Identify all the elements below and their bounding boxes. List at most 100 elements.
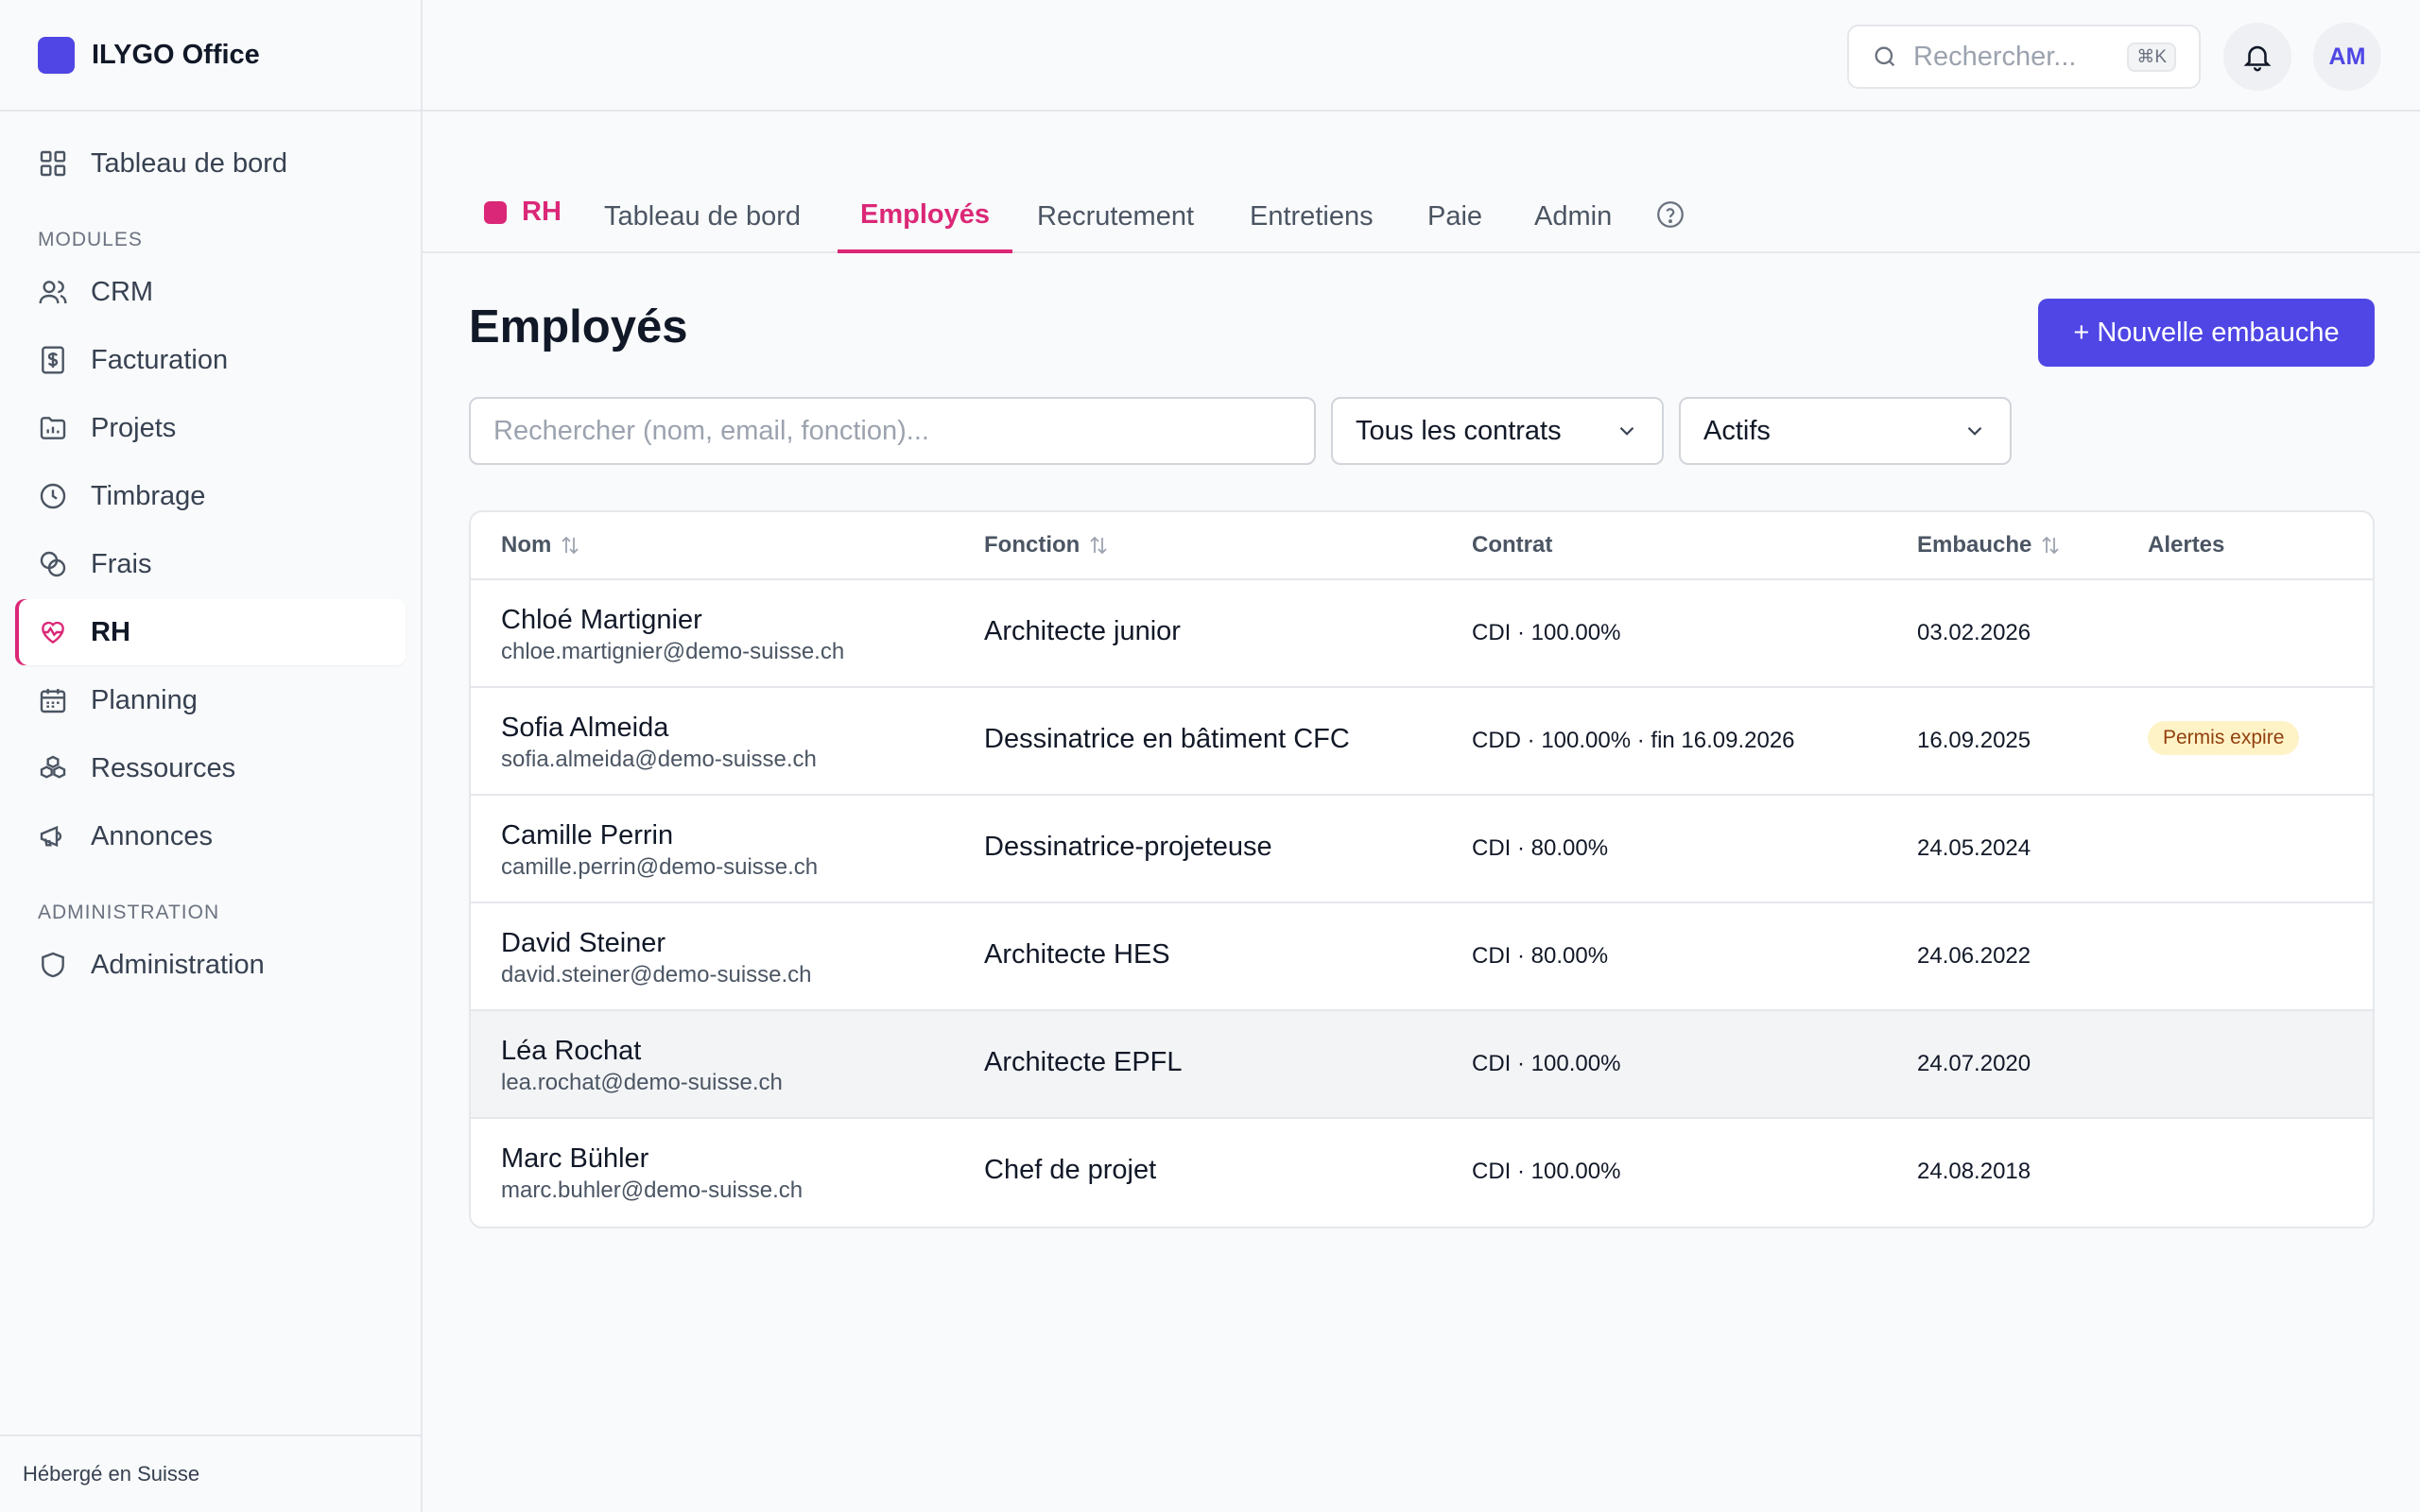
employee-function: Architecte junior bbox=[984, 616, 1181, 646]
chevron-down-icon bbox=[1967, 426, 1982, 436]
help-icon[interactable] bbox=[1654, 198, 1686, 231]
header-contract: Contrat bbox=[1472, 532, 1553, 558]
employee-contract: CDI · 100.00% bbox=[1472, 1051, 1621, 1076]
sidebar-nav: Tableau de bord MODULES CRM Facturation … bbox=[0, 112, 421, 998]
sidebar-item-rh[interactable]: RH bbox=[15, 599, 406, 665]
table-row[interactable]: Camille Perrin camille.perrin@demo-suiss… bbox=[471, 796, 2373, 903]
employee-function: Architecte EPFL bbox=[984, 1047, 1183, 1077]
brand[interactable]: ILYGO Office bbox=[0, 0, 421, 112]
employee-email: lea.rochat@demo-suisse.ch bbox=[501, 1070, 783, 1095]
header-name-label: Nom bbox=[501, 532, 552, 558]
sidebar-item-frais[interactable]: Frais bbox=[15, 531, 406, 597]
module-badge[interactable]: RH bbox=[484, 197, 562, 228]
shortcut-hint: ⌘K bbox=[2127, 42, 2176, 72]
sidebar-item-facturation[interactable]: Facturation bbox=[15, 327, 406, 393]
tab-paie[interactable]: Paie bbox=[1427, 200, 1483, 232]
tab-entretiens[interactable]: Entretiens bbox=[1250, 200, 1374, 232]
sidebar-item-annonces[interactable]: Annonces bbox=[15, 803, 406, 869]
topbar: ⌘K AM bbox=[423, 0, 2420, 112]
sidebar: ILYGO Office Tableau de bord MODULES CRM… bbox=[0, 0, 423, 1512]
invoice-icon bbox=[42, 346, 64, 374]
brand-name: ILYGO Office bbox=[92, 39, 260, 70]
header-hire[interactable]: Embauche bbox=[1917, 532, 2062, 558]
employee-name[interactable]: Marc Bühler bbox=[501, 1143, 649, 1174]
table-row[interactable]: Léa Rochat lea.rochat@demo-suisse.ch Arc… bbox=[471, 1011, 2373, 1119]
sidebar-item-ressources[interactable]: Ressources bbox=[15, 735, 406, 801]
employee-contract: CDI · 80.00% bbox=[1472, 835, 1609, 861]
header-function[interactable]: Fonction bbox=[984, 532, 1110, 558]
sidebar-item-label: Planning bbox=[91, 684, 198, 715]
sidebar-item-timbrage[interactable]: Timbrage bbox=[15, 463, 406, 529]
sidebar-item-label: Annonces bbox=[91, 820, 213, 851]
megaphone-icon bbox=[40, 825, 62, 848]
sidebar-item-label: Tableau de bord bbox=[91, 147, 287, 179]
sidebar-item-label: RH bbox=[91, 616, 130, 647]
contract-filter-value: Tous les contrats bbox=[1356, 415, 1562, 446]
employee-name[interactable]: Léa Rochat bbox=[501, 1036, 642, 1066]
employee-cell: Léa Rochat lea.rochat@demo-suisse.ch bbox=[501, 1034, 783, 1098]
dashboard-icon bbox=[40, 150, 66, 177]
employee-hire-date: 16.09.2025 bbox=[1917, 728, 2031, 753]
employee-hire-date: 24.05.2024 bbox=[1917, 835, 2031, 861]
employee-cell: David Steiner david.steiner@demo-suisse.… bbox=[501, 926, 812, 990]
module-label: RH bbox=[522, 197, 562, 227]
sort-icon bbox=[562, 536, 579, 555]
table-row[interactable]: Marc Bühler marc.buhler@demo-suisse.ch C… bbox=[471, 1119, 2373, 1227]
employee-name[interactable]: Camille Perrin bbox=[501, 820, 674, 850]
header-function-label: Fonction bbox=[984, 532, 1080, 558]
global-search-input[interactable] bbox=[1913, 41, 2121, 73]
employee-email: sofia.almeida@demo-suisse.ch bbox=[501, 747, 817, 772]
sidebar-item-crm[interactable]: CRM bbox=[15, 259, 406, 325]
search-icon bbox=[1875, 46, 1895, 67]
employee-search-input[interactable] bbox=[469, 397, 1316, 465]
new-hire-button[interactable]: + Nouvelle embauche bbox=[2038, 299, 2375, 367]
employee-contract: CDD · 100.00% · fin 16.09.2026 bbox=[1472, 728, 1795, 753]
tab-employes[interactable]: Employés bbox=[838, 176, 1012, 253]
sort-icon bbox=[1090, 536, 1107, 555]
employee-contract: CDI · 80.00% bbox=[1472, 943, 1609, 969]
sidebar-item-label: Timbrage bbox=[91, 480, 206, 511]
employees-table: Nom Fonction Contrat Embauche Alertes Ch… bbox=[469, 510, 2375, 1228]
status-filter-select[interactable]: Actifs bbox=[1679, 397, 2012, 465]
table-row[interactable]: Chloé Martignier chloe.martignier@demo-s… bbox=[471, 580, 2373, 688]
tab-admin[interactable]: Admin bbox=[1534, 200, 1613, 232]
coins-icon bbox=[40, 551, 66, 577]
notifications-button[interactable] bbox=[2223, 23, 2291, 91]
alert-badge: Permis expire bbox=[2148, 721, 2300, 755]
table-row[interactable]: David Steiner david.steiner@demo-suisse.… bbox=[471, 903, 2373, 1011]
employee-email: marc.buhler@demo-suisse.ch bbox=[501, 1177, 804, 1203]
table-header: Nom Fonction Contrat Embauche Alertes bbox=[471, 512, 2373, 580]
employee-name[interactable]: David Steiner bbox=[501, 928, 666, 958]
sidebar-item-label: Frais bbox=[91, 548, 152, 579]
employee-email: camille.perrin@demo-suisse.ch bbox=[501, 854, 819, 880]
sidebar-item-tableau-de-bord[interactable]: Tableau de bord bbox=[15, 130, 406, 197]
page-title: Employés bbox=[469, 301, 688, 352]
header-name[interactable]: Nom bbox=[501, 532, 581, 558]
clock-icon bbox=[40, 483, 66, 509]
header-alerts: Alertes bbox=[2148, 532, 2225, 558]
global-search[interactable]: ⌘K bbox=[1847, 25, 2201, 89]
employee-function: Chef de projet bbox=[984, 1155, 1157, 1185]
employee-cell: Marc Bühler marc.buhler@demo-suisse.ch bbox=[501, 1142, 803, 1206]
employee-function: Dessinatrice en bâtiment CFC bbox=[984, 724, 1350, 754]
section-modules: MODULES bbox=[38, 229, 143, 250]
employee-hire-date: 03.02.2026 bbox=[1917, 620, 2031, 645]
sidebar-item-projets[interactable]: Projets bbox=[15, 395, 406, 461]
tab-tableau-de-bord[interactable]: Tableau de bord bbox=[604, 200, 801, 232]
bell-icon bbox=[2243, 45, 2272, 72]
sort-icon bbox=[2042, 536, 2060, 555]
header-hire-label: Embauche bbox=[1917, 532, 2032, 558]
contract-filter-select[interactable]: Tous les contrats bbox=[1331, 397, 1664, 465]
sidebar-item-administration[interactable]: Administration bbox=[15, 932, 406, 998]
employee-hire-date: 24.07.2020 bbox=[1917, 1051, 2031, 1076]
boxes-icon bbox=[40, 755, 66, 779]
employee-name[interactable]: Sofia Almeida bbox=[501, 713, 669, 743]
sidebar-item-planning[interactable]: Planning bbox=[15, 667, 406, 733]
employee-name[interactable]: Chloé Martignier bbox=[501, 605, 702, 635]
chevron-down-icon bbox=[1619, 426, 1634, 436]
avatar[interactable]: AM bbox=[2313, 23, 2381, 91]
tab-recrutement[interactable]: Recrutement bbox=[1037, 200, 1195, 232]
table-row[interactable]: Sofia Almeida sofia.almeida@demo-suisse.… bbox=[471, 688, 2373, 796]
employee-email: chloe.martignier@demo-suisse.ch bbox=[501, 639, 845, 664]
